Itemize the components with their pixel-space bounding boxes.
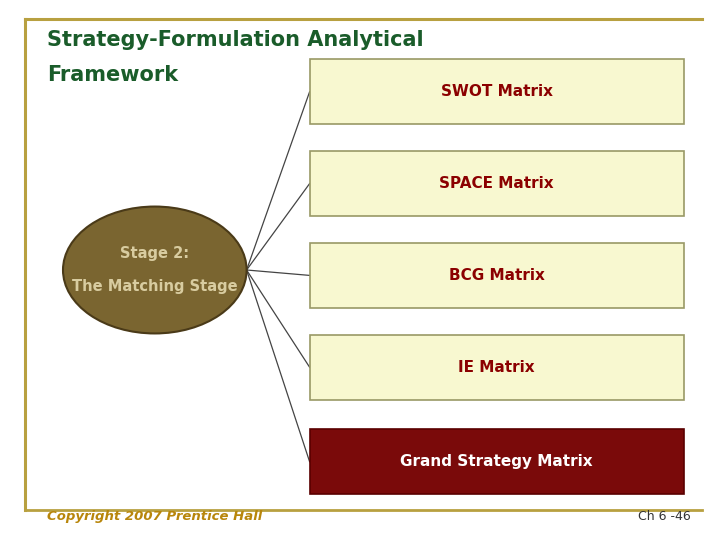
Text: IE Matrix: IE Matrix	[459, 360, 535, 375]
Text: The Matching Stage: The Matching Stage	[72, 279, 238, 294]
FancyBboxPatch shape	[310, 59, 684, 124]
Text: SWOT Matrix: SWOT Matrix	[441, 84, 553, 99]
Text: Framework: Framework	[47, 65, 178, 85]
FancyBboxPatch shape	[310, 429, 684, 494]
Text: Grand Strategy Matrix: Grand Strategy Matrix	[400, 454, 593, 469]
Ellipse shape	[63, 206, 246, 333]
Text: Ch 6 -46: Ch 6 -46	[639, 510, 691, 523]
Text: Copyright 2007 Prentice Hall: Copyright 2007 Prentice Hall	[47, 510, 262, 523]
Text: Strategy-Formulation Analytical: Strategy-Formulation Analytical	[47, 30, 423, 50]
FancyBboxPatch shape	[310, 151, 684, 216]
Text: BCG Matrix: BCG Matrix	[449, 268, 545, 283]
FancyBboxPatch shape	[310, 335, 684, 400]
FancyBboxPatch shape	[310, 243, 684, 308]
Text: SPACE Matrix: SPACE Matrix	[439, 176, 554, 191]
Text: Stage 2:: Stage 2:	[120, 246, 189, 261]
